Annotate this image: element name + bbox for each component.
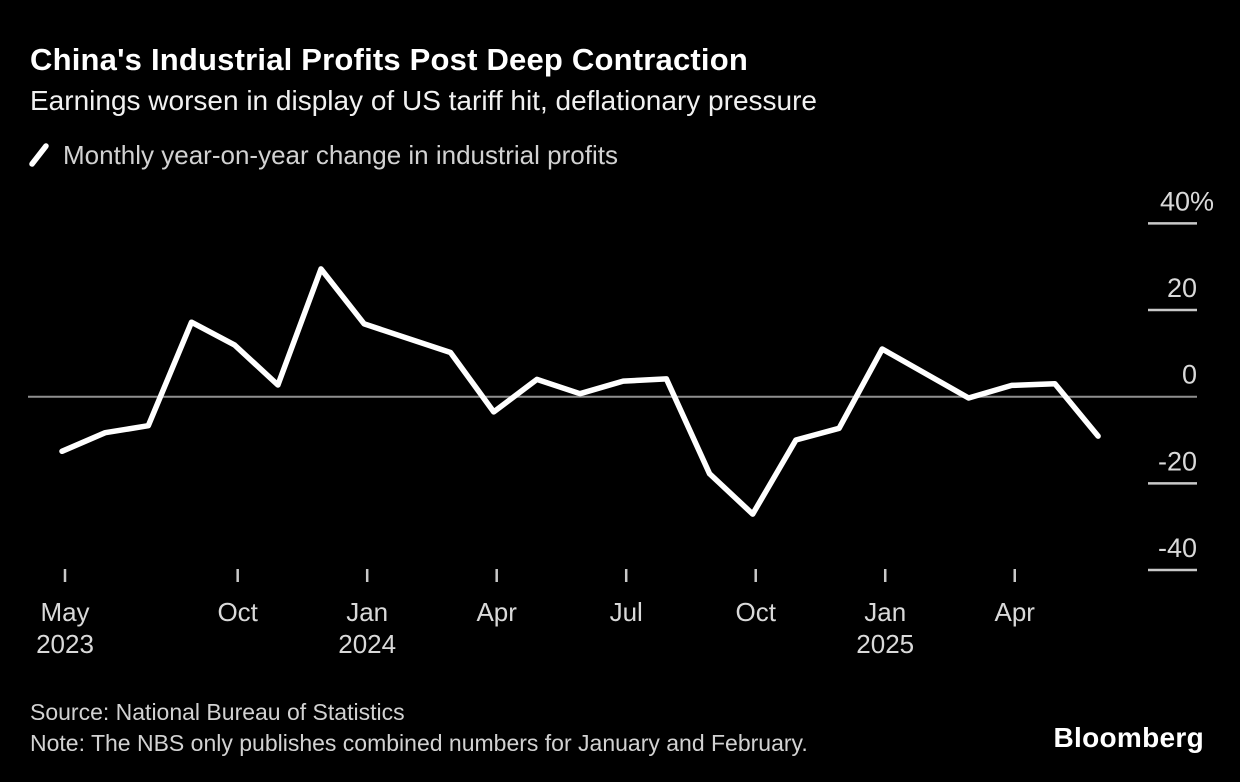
note-text: Note: The NBS only publishes combined nu…: [30, 730, 808, 756]
line-series-marker-icon: [29, 143, 49, 167]
chart-subtitle: Earnings worsen in display of US tariff …: [30, 85, 817, 116]
x-axis-month-label: Oct: [735, 597, 776, 627]
legend: Monthly year-on-year change in industria…: [28, 140, 618, 170]
series-line: [59, 266, 1101, 517]
legend-label: Monthly year-on-year change in industria…: [63, 139, 618, 170]
x-axis-year-label: 2024: [338, 629, 396, 659]
x-axis-month-label: May: [40, 597, 89, 627]
x-axis-month-label: Oct: [217, 597, 258, 627]
y-axis-label: 0: [1182, 360, 1197, 390]
y-axis-label: -40: [1158, 533, 1197, 563]
y-axis-label: 40%: [1160, 186, 1214, 216]
x-axis-month-label: Apr: [476, 597, 517, 627]
chart-title: China's Industrial Profits Post Deep Con…: [30, 42, 748, 77]
x-axis-year-label: 2023: [36, 629, 94, 659]
x-axis-month-label: Jan: [864, 597, 906, 627]
x-axis-month-label: Jul: [610, 597, 643, 627]
x-axis-month-label: Jan: [346, 597, 388, 627]
bloomberg-logo: Bloomberg: [1053, 722, 1204, 753]
source-text: Source: National Bureau of Statistics: [30, 699, 405, 725]
x-axis-month-label: Apr: [995, 597, 1036, 627]
y-axis-label: -20: [1158, 446, 1197, 476]
footer-notes: Source: National Bureau of Statistics No…: [30, 697, 808, 759]
x-axis-year-label: 2025: [856, 629, 914, 659]
y-axis-label: 20: [1167, 273, 1197, 303]
